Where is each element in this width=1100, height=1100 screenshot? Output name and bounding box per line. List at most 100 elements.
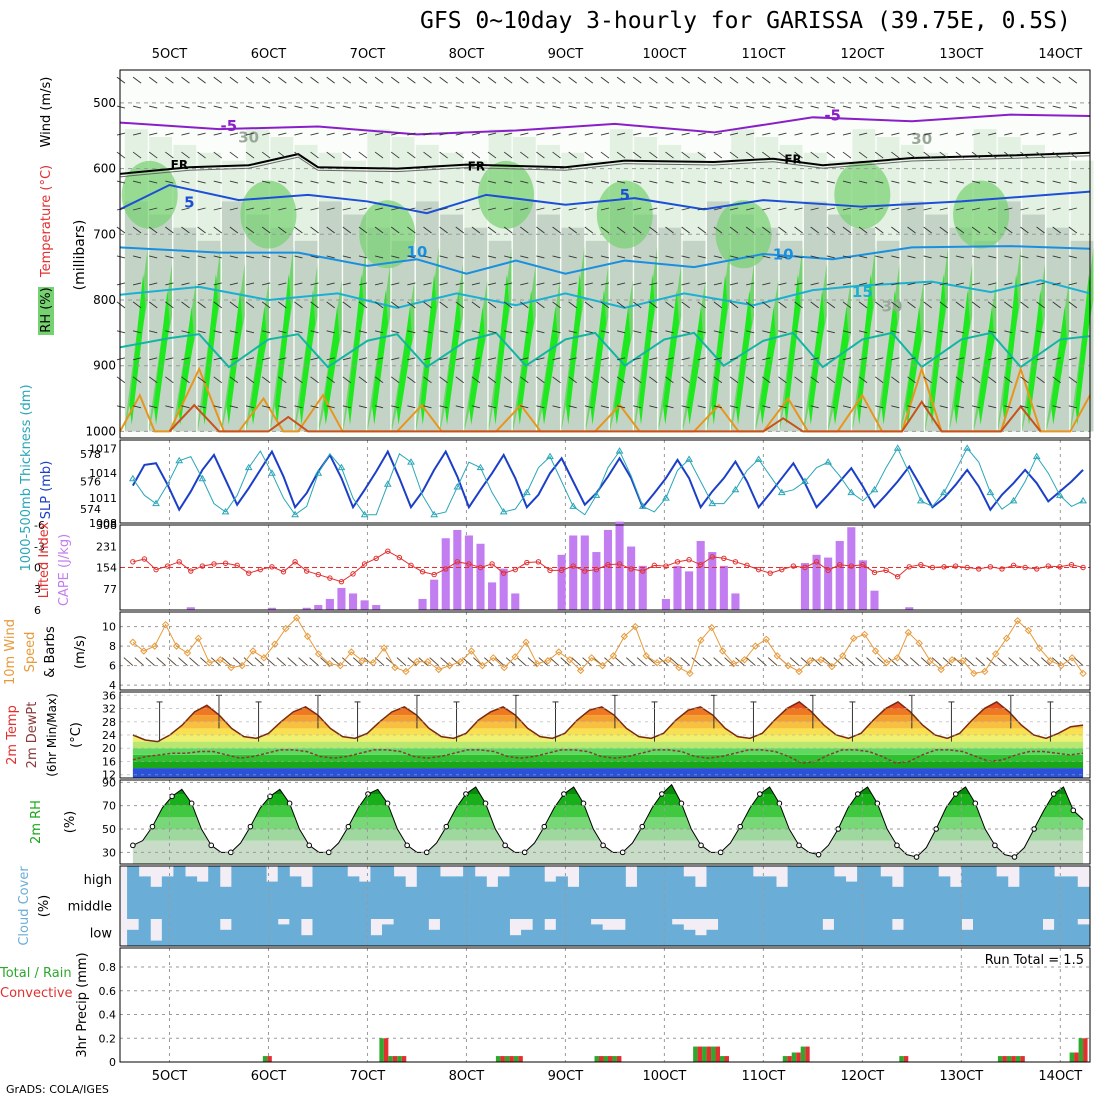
cape-bar (557, 554, 566, 610)
cape-bar (708, 552, 717, 610)
barb-shaft (987, 76, 997, 84)
upper-wind-barb (197, 255, 206, 259)
upper-wind-barb (520, 132, 529, 136)
upper-wind-barb (794, 207, 803, 211)
barb-shaft (132, 132, 142, 136)
barb-shaft (810, 357, 819, 361)
upper-wind-barb (1052, 376, 1061, 384)
barb-shaft (1020, 180, 1029, 184)
upper-wind-barb (762, 105, 771, 109)
upper-wind-barb (1052, 330, 1061, 334)
upper-wind-barb (294, 132, 303, 136)
barb-shaft (262, 132, 271, 136)
barb-shaft (939, 376, 949, 384)
barb-shaft (165, 282, 174, 286)
cloud-low-bar (370, 935, 383, 946)
upper-wind-barb (778, 180, 787, 184)
upper-wind-barb (745, 76, 755, 84)
cloud-high-bar (845, 881, 858, 892)
barb-shaft (842, 105, 852, 109)
upper-wind-barb (681, 357, 690, 361)
cloud-high-bar (173, 866, 186, 892)
upper-wind-barb (794, 180, 803, 184)
li-marker (1022, 564, 1028, 571)
rh-band-mid (731, 214, 754, 432)
barb-shaft (390, 301, 400, 309)
li-tick-label: 6 (34, 604, 41, 617)
barb-shaft (407, 255, 416, 259)
barb-shaft (310, 357, 319, 361)
barb-shaft (326, 207, 335, 211)
upper-wind-barb (471, 132, 480, 136)
upper-wind-barb (278, 405, 287, 409)
rh-band-mid (367, 227, 391, 432)
upper-wind-barb (810, 357, 819, 361)
wind-marker (194, 634, 203, 643)
upper-wind-barb (988, 357, 997, 361)
upper-wind-barb (923, 255, 932, 259)
barb-shaft (746, 255, 755, 259)
upper-wind-barb (149, 330, 158, 334)
cloud-high-bar (926, 866, 939, 892)
upper-wind-barb (116, 180, 126, 184)
upper-wind-barb (875, 180, 884, 184)
cloud-high-bar (405, 886, 418, 892)
temp-tick-label: 24 (102, 729, 116, 742)
barb-shaft (665, 357, 674, 361)
cloud-low-bar (741, 919, 754, 946)
cloud-low-bar (833, 919, 847, 946)
barb-shaft (261, 301, 271, 309)
cape-bar (476, 543, 485, 610)
cloud-low-bar (312, 919, 325, 946)
rh-marker (600, 842, 606, 849)
precip-convective-bar (706, 1046, 712, 1062)
wind-marker (839, 652, 847, 660)
upper-wind-barb (358, 132, 368, 136)
upper-wind-barb (358, 180, 368, 184)
upper-wind-barb (245, 330, 255, 334)
barb-shaft (1020, 207, 1029, 211)
upper-wind-barb (503, 301, 513, 309)
rh-marker (854, 791, 861, 797)
barb-shaft (971, 405, 981, 409)
wind-legend-label: Wind (m/s) (39, 77, 54, 148)
cloud-low-bar (891, 929, 904, 946)
upper-wind-barb (407, 207, 416, 211)
upper-wind-barb (971, 330, 981, 334)
thickness-marker (268, 469, 276, 476)
upper-wind-barb (1036, 282, 1045, 286)
barb-shaft (1004, 405, 1013, 409)
barb-shaft (1068, 301, 1078, 309)
barb-shaft (326, 255, 335, 259)
upper-wind-barb (665, 376, 674, 384)
li-marker (327, 575, 333, 581)
rh-band-bright (735, 290, 752, 425)
surface-wind-barb (123, 657, 134, 666)
upper-wind-barb (875, 207, 884, 211)
barb-shaft (713, 180, 723, 184)
pressure-tick-label: 800 (93, 293, 116, 307)
barb-shaft (971, 301, 981, 309)
barb-shaft (1052, 301, 1061, 309)
barb-shaft (633, 255, 642, 259)
cloud-middle-bar (718, 892, 731, 919)
upper-wind-barb (342, 180, 351, 184)
barb-shaft (632, 376, 642, 384)
cloud-high-bar (613, 866, 626, 892)
upper-wind-barb (165, 105, 174, 109)
barb-shaft (891, 151, 900, 159)
upper-wind-barb (552, 226, 561, 234)
cloud-middle-bar (1019, 892, 1032, 919)
upper-wind-barb (923, 301, 932, 309)
surface-wind-barb (636, 657, 647, 666)
upper-wind-barb (423, 255, 432, 259)
barb-shaft (649, 282, 658, 286)
barb-shaft (794, 132, 803, 136)
thickness-marker (777, 488, 786, 496)
wind-marker (784, 661, 792, 670)
cloud-high-bar (266, 881, 279, 892)
li-marker (918, 561, 924, 568)
upper-wind-barb (988, 105, 997, 109)
rh-band (132, 840, 1084, 864)
cloud-high-bar (1007, 886, 1020, 892)
